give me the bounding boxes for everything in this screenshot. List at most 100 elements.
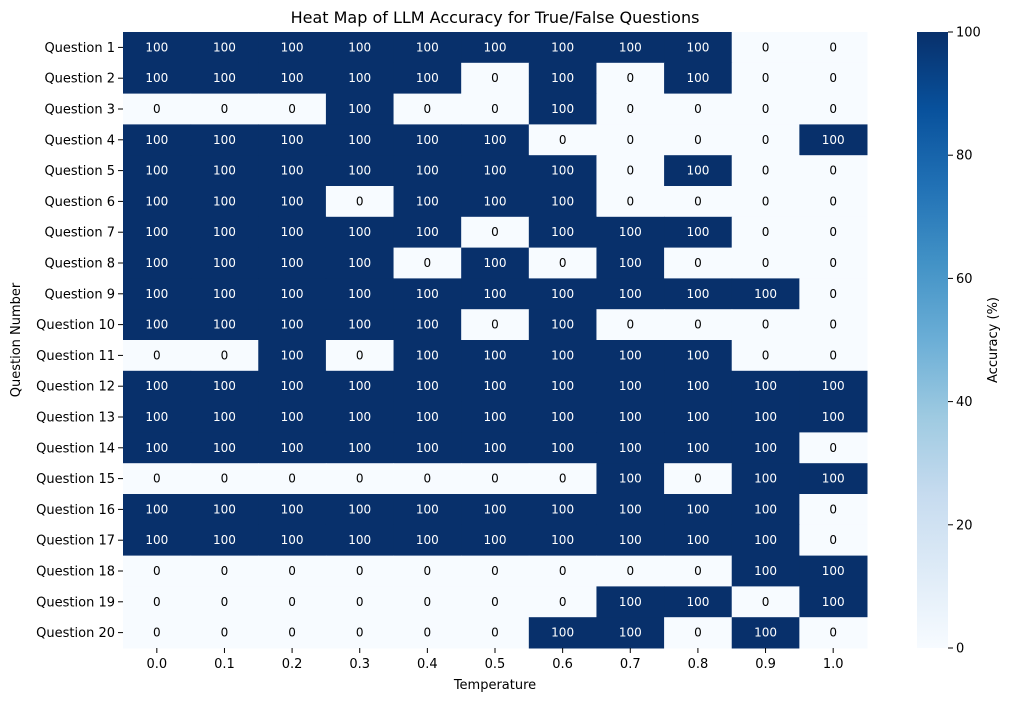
heatmap-cell <box>664 370 733 403</box>
cell-value-label: 100 <box>484 379 507 393</box>
heatmap-cell <box>190 155 259 187</box>
cell-value-label: 100 <box>213 71 236 85</box>
heatmap-cell <box>528 401 597 433</box>
heatmap-cell <box>123 340 192 372</box>
cell-value-label: 100 <box>551 348 574 362</box>
cell-value-label: 100 <box>416 225 439 239</box>
cell-value-label: 100 <box>484 133 507 147</box>
heatmap-cell <box>461 617 530 649</box>
cell-value-label: 100 <box>484 40 507 54</box>
y-tick-label: Question 11 <box>36 349 115 364</box>
x-tick-label: 0.6 <box>552 657 573 672</box>
cell-value-label: 0 <box>424 564 432 578</box>
cell-value-label: 100 <box>484 287 507 301</box>
heatmap-cell <box>596 555 665 587</box>
cell-value-label: 0 <box>626 71 634 85</box>
heatmap-cell <box>596 401 665 433</box>
heatmap-cell <box>596 340 665 372</box>
heatmap-cell <box>731 524 800 557</box>
cell-value-label: 100 <box>484 410 507 424</box>
heatmap-cell <box>461 463 530 495</box>
cell-value-label: 100 <box>686 533 709 547</box>
cell-value-label: 0 <box>491 595 499 609</box>
heatmap-cell <box>664 216 733 249</box>
heatmap-cell <box>799 93 868 125</box>
colorbar-label: Accuracy (%) <box>986 297 1001 383</box>
cell-value-label: 100 <box>484 256 507 270</box>
heatmap-cell <box>596 216 665 249</box>
cell-value-label: 100 <box>822 564 845 578</box>
heatmap-cell <box>596 309 665 341</box>
cell-value-label: 100 <box>213 441 236 455</box>
heatmap-cell <box>123 494 192 526</box>
heatmap-cell <box>664 617 733 649</box>
heatmap-cell <box>528 155 597 187</box>
heatmap-cell <box>731 124 800 156</box>
heatmap-cell <box>123 278 192 310</box>
heatmap-cell <box>393 247 462 279</box>
cell-value-label: 0 <box>762 595 770 609</box>
y-axis-ticks: Question 1 Question 2 Question 3 Question 4… <box>36 41 123 641</box>
cell-value-label: 0 <box>559 256 567 270</box>
heatmap-cell <box>664 186 733 218</box>
cell-value-label: 0 <box>762 164 770 178</box>
cell-value-label: 100 <box>416 194 439 208</box>
cell-value-label: 0 <box>491 225 499 239</box>
cell-value-label: 0 <box>694 102 702 116</box>
cell-value-label: 100 <box>484 441 507 455</box>
cell-value-label: 0 <box>356 564 364 578</box>
heatmap-cell <box>461 124 530 156</box>
y-tick-label: Question 19 <box>36 595 115 610</box>
heatmap-cell <box>461 432 530 464</box>
cell-value-label: 100 <box>348 441 371 455</box>
heatmap-cell <box>461 32 530 64</box>
colorbar-tick-label: 80 <box>956 149 973 164</box>
cell-value-label: 100 <box>416 348 439 362</box>
cell-value-label: 100 <box>619 40 642 54</box>
heatmap-cell <box>731 155 800 187</box>
heatmap-cell <box>258 309 327 341</box>
cell-value-label: 100 <box>281 225 304 239</box>
heatmap-cell <box>190 340 259 372</box>
cell-value-label: 100 <box>213 164 236 178</box>
heatmap-cells <box>123 32 868 649</box>
heatmap-cell <box>190 432 259 464</box>
cell-value-label: 0 <box>491 71 499 85</box>
y-tick-label: Question 2 <box>44 72 115 87</box>
cell-value-label: 100 <box>281 287 304 301</box>
cell-value-label: 100 <box>145 441 168 455</box>
heatmap-cell <box>258 494 327 526</box>
cell-value-label: 0 <box>356 595 364 609</box>
cell-value-label: 100 <box>348 533 371 547</box>
heatmap-cell <box>799 124 868 156</box>
heatmap-cell <box>731 216 800 249</box>
heatmap-cell <box>731 186 800 218</box>
heatmap-cell <box>731 309 800 341</box>
heatmap-cell <box>799 555 868 587</box>
cell-value-label: 100 <box>551 71 574 85</box>
cell-value-label: 100 <box>281 348 304 362</box>
cell-value-label: 100 <box>145 164 168 178</box>
cell-value-label: 100 <box>619 533 642 547</box>
heatmap-cell <box>325 370 395 403</box>
cell-value-label: 100 <box>686 164 709 178</box>
colorbar-tick-label: 40 <box>956 395 973 410</box>
heatmap-cell <box>123 309 192 341</box>
cell-value-label: 100 <box>822 133 845 147</box>
heatmap-cell <box>731 247 800 279</box>
heatmap-cell <box>664 555 733 587</box>
heatmap-cell <box>325 463 395 495</box>
cell-value-label: 100 <box>416 40 439 54</box>
heatmap-cell <box>461 155 530 187</box>
cell-value-label: 100 <box>213 287 236 301</box>
cell-value-label: 100 <box>686 225 709 239</box>
cell-value-label: 0 <box>153 102 161 116</box>
cell-value-label: 100 <box>281 379 304 393</box>
heatmap-cell <box>190 309 259 341</box>
cell-value-label: 0 <box>559 133 567 147</box>
colorbar-tick-label: 20 <box>956 518 973 533</box>
heatmap-cell <box>461 524 530 557</box>
heatmap-cell <box>258 524 327 557</box>
x-tick-label: 0.3 <box>349 657 370 672</box>
